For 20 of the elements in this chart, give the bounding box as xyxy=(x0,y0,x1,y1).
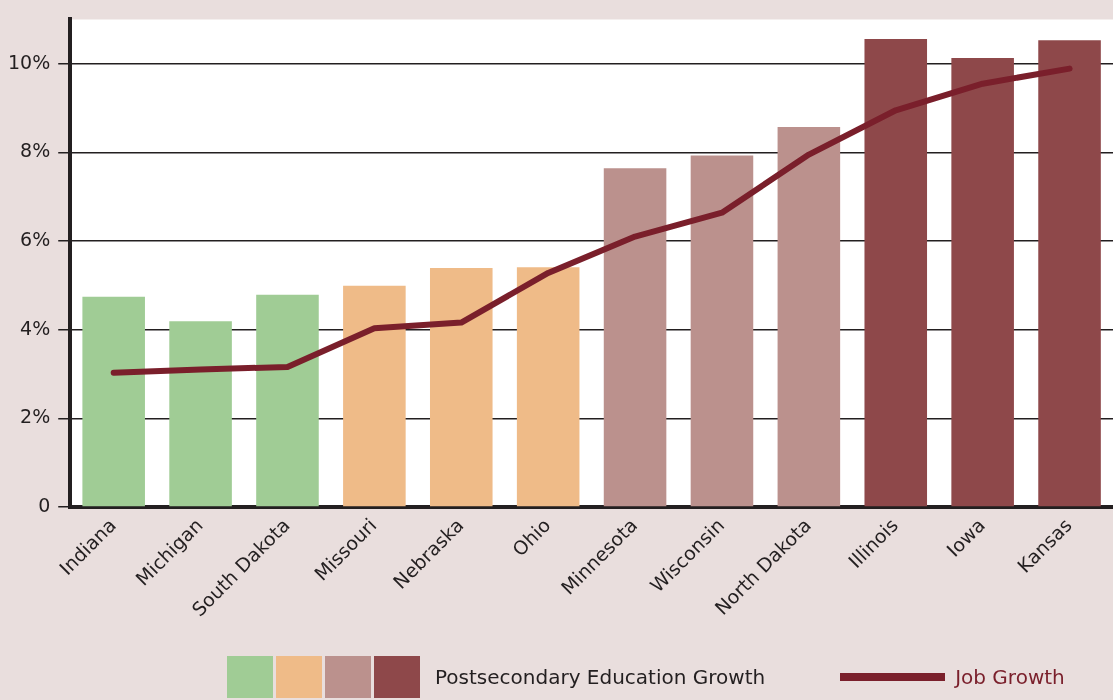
bar xyxy=(429,268,493,507)
bar xyxy=(777,127,841,507)
bar xyxy=(256,294,319,507)
bar xyxy=(169,321,232,507)
bar xyxy=(516,267,580,507)
legend-label: Postsecondary Education Growth xyxy=(435,665,766,689)
y-tick-label: 6% xyxy=(20,227,51,250)
text: Job Growth xyxy=(955,665,1065,689)
y-tick-label: 10% xyxy=(8,50,51,73)
bar xyxy=(951,57,1014,507)
bar xyxy=(690,155,754,507)
bar xyxy=(603,168,667,507)
bar xyxy=(82,296,145,507)
bar xyxy=(1038,40,1101,507)
bar xyxy=(864,38,928,507)
y-tick-label: 0 xyxy=(38,493,51,516)
y-tick-label: 2% xyxy=(20,405,51,428)
y-tick-label: 4% xyxy=(20,316,51,339)
y-tick-label: 8% xyxy=(20,139,51,162)
bar xyxy=(343,285,406,507)
